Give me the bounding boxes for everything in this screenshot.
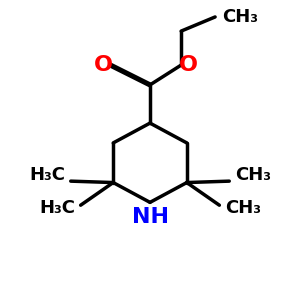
Text: O: O <box>94 55 113 75</box>
Text: H₃C: H₃C <box>29 167 65 184</box>
Text: NH: NH <box>131 207 169 226</box>
Text: O: O <box>179 55 198 75</box>
Text: H₃C: H₃C <box>39 199 75 217</box>
Text: CH₃: CH₃ <box>225 199 261 217</box>
Text: CH₃: CH₃ <box>222 8 258 26</box>
Text: CH₃: CH₃ <box>235 167 271 184</box>
